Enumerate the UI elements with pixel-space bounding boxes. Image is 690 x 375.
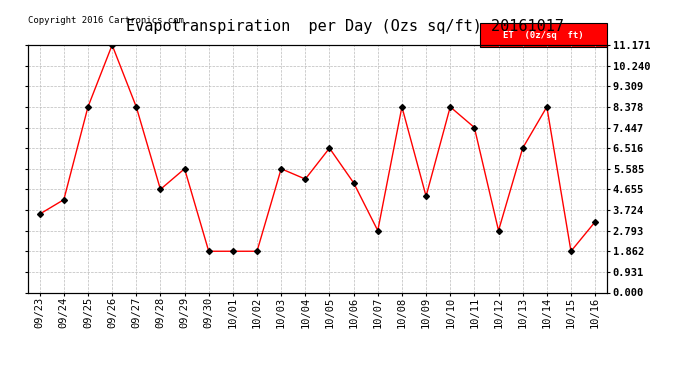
Text: Copyright 2016 Cartronics.com: Copyright 2016 Cartronics.com xyxy=(28,16,184,25)
FancyBboxPatch shape xyxy=(480,23,607,48)
Text: ET  (0z/sq  ft): ET (0z/sq ft) xyxy=(503,31,584,40)
Text: Evapotranspiration  per Day (Ozs sq/ft) 20161017: Evapotranspiration per Day (Ozs sq/ft) 2… xyxy=(126,19,564,34)
